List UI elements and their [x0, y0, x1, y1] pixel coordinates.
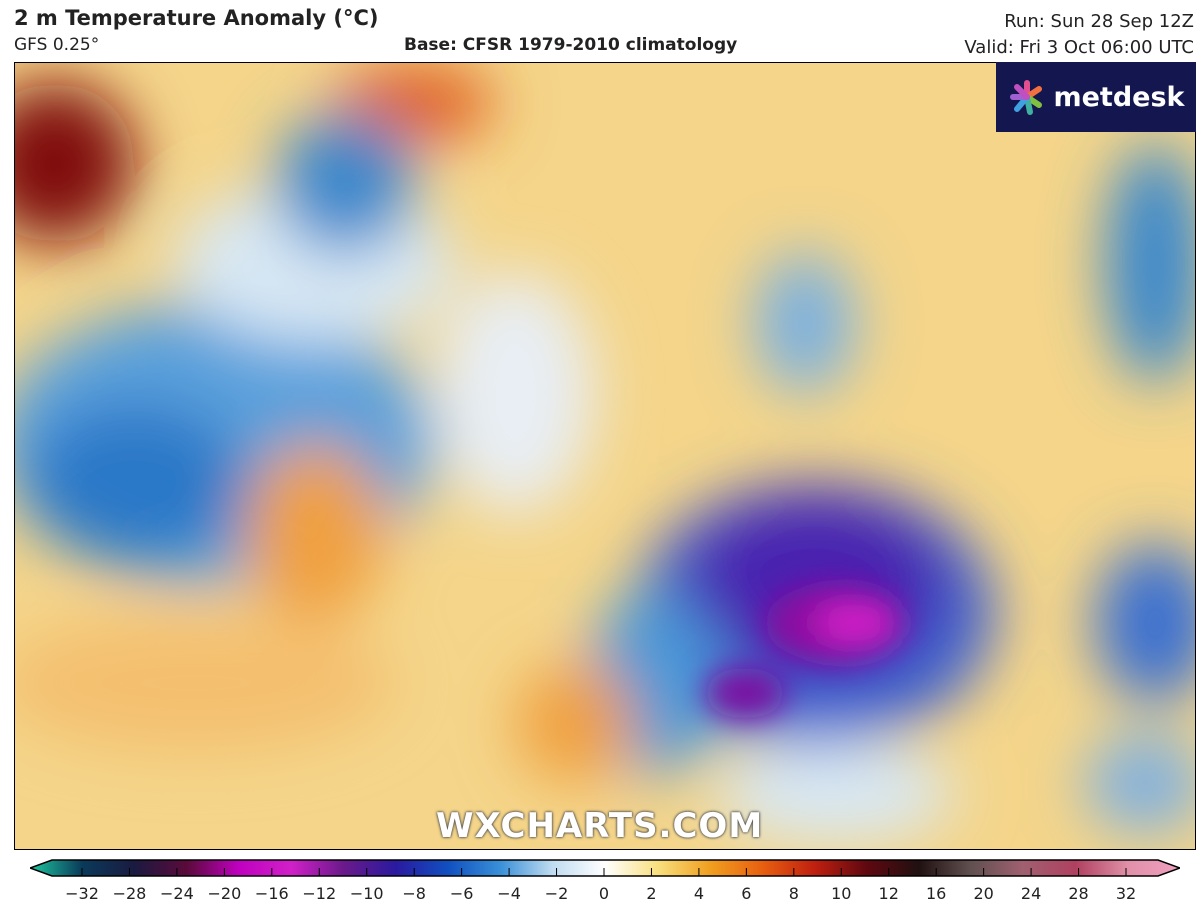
colorbar-tick-label: −32: [65, 884, 99, 903]
colorbar-tick-label: 16: [925, 884, 947, 903]
colorbar-tick-label: 6: [741, 884, 752, 903]
base-climatology-label: Base: CFSR 1979-2010 climatology: [404, 35, 738, 55]
metdesk-star-icon: [1010, 80, 1043, 115]
run-time: Run: Sun 28 Sep 12Z: [1004, 11, 1194, 32]
metdesk-logo-text: metdesk: [1053, 81, 1185, 113]
colorbar-tick-label: −12: [302, 884, 337, 903]
anomaly-map[interactable]: [14, 62, 1196, 850]
colorbar-tick-label: −10: [349, 884, 384, 903]
colorbar-tick-label: −2: [544, 884, 569, 903]
anomaly-field: [15, 63, 1195, 849]
colorbar-tick-label: −8: [402, 884, 426, 903]
colorbar-tick-label: −6: [449, 884, 474, 903]
colorbar-tick-label: 8: [788, 884, 799, 903]
colorbar-tick-label: −24: [160, 884, 194, 903]
valid-time: Valid: Fri 3 Oct 06:00 UTC: [964, 37, 1194, 58]
colorbar-tick-label: 2: [646, 884, 657, 903]
colorbar-tick-label: 4: [693, 884, 704, 903]
colorbar: [30, 859, 1180, 877]
colorbar-tick-label: 24: [1020, 884, 1042, 903]
colorbar-tick-label: 10: [831, 884, 852, 903]
watermark: WXCHARTS.COM: [436, 806, 764, 846]
colorbar-tick-label: −28: [112, 884, 147, 903]
colorbar-tick-label: −4: [497, 884, 521, 903]
colorbar-tick-label: −16: [254, 884, 289, 903]
model-label: GFS 0.25°: [14, 35, 100, 55]
run-info: Run: Sun 28 Sep 12Z Valid: Fri 3 Oct 06:…: [964, 9, 1194, 61]
colorbar-tick-label: 32: [1115, 884, 1137, 903]
colorbar-tick-label: 12: [878, 884, 899, 903]
colorbar-tick-label: 28: [1068, 884, 1089, 903]
colorbar-tick-label: 0: [598, 884, 610, 903]
colorbar-tick-label: 20: [973, 884, 994, 903]
colorbar-tick-label: −20: [207, 884, 242, 903]
metdesk-logo: metdesk: [996, 62, 1196, 132]
chart-title: 2 m Temperature Anomaly (°C): [14, 6, 379, 30]
